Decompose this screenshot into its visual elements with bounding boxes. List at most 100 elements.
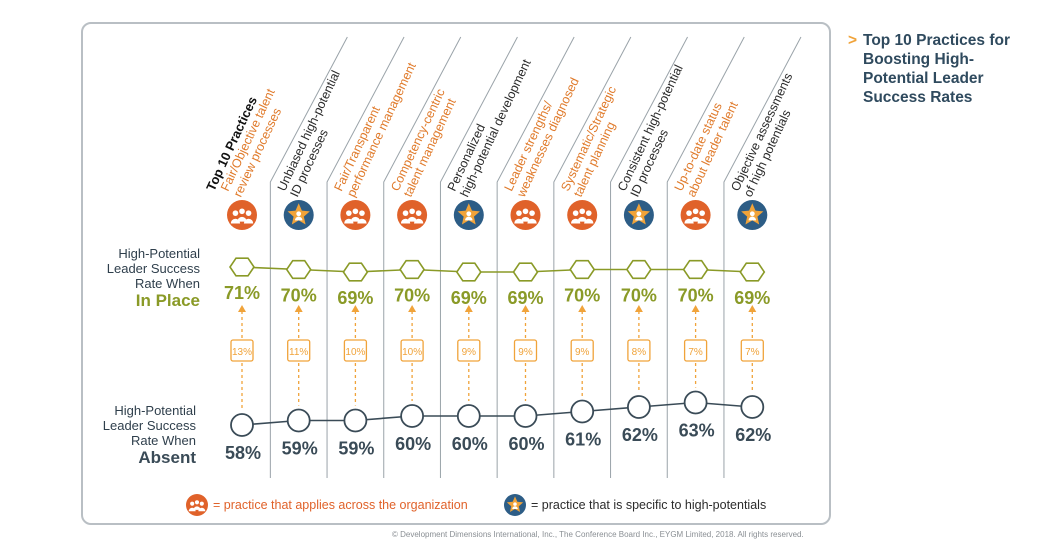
hipo-icon-body — [294, 216, 303, 221]
in-place-value-label: 70% — [394, 286, 430, 306]
absent-value-label: 60% — [395, 434, 431, 454]
org-practice-icon — [510, 200, 541, 230]
org-icon-body — [577, 216, 587, 222]
in-place-value-label: 69% — [451, 288, 487, 308]
absent-value-label: 59% — [282, 439, 318, 459]
absent-value-label: 59% — [338, 439, 374, 459]
in-place-point — [455, 262, 482, 282]
in-place-series-line — [241, 266, 753, 273]
copyright: © Development Dimensions International, … — [392, 530, 804, 539]
org-icon-head — [346, 210, 352, 216]
org-icon-head — [352, 208, 359, 215]
hipo-icon-body — [748, 216, 757, 221]
delta-box — [230, 339, 254, 362]
org-icon-circle — [340, 200, 371, 230]
side-title-text: Top 10 Practices for Boosting High-Poten… — [863, 32, 1011, 106]
absent-point — [740, 395, 765, 419]
hipo-icon-head — [466, 211, 472, 217]
delta-arrowhead — [464, 305, 473, 312]
in-place-point — [682, 259, 709, 280]
org-icon-circle — [186, 494, 208, 516]
hipo-icon-head — [749, 211, 755, 217]
hipo-icon-body — [512, 506, 518, 509]
delta-box — [683, 339, 708, 362]
practice-label: Objective assessmentsof high potentials — [728, 71, 808, 199]
in-place-row-label-emphasis: In Place — [135, 291, 200, 310]
delta-value-label: 9% — [518, 347, 533, 358]
org-practice-icon — [680, 200, 711, 230]
legend-org-icon — [186, 494, 208, 516]
org-icon-body — [697, 218, 707, 224]
absent-value-label: 61% — [565, 430, 601, 450]
in-place-point — [399, 259, 426, 280]
column-divider — [723, 36, 802, 478]
in-place-value-label: 70% — [564, 286, 600, 306]
in-place-point — [512, 262, 539, 282]
absent-value-label: 60% — [508, 434, 544, 454]
absent-point — [627, 395, 651, 419]
delta-value-label: 9% — [575, 347, 590, 358]
org-icon-circle — [680, 200, 711, 230]
absent-value-label: 62% — [735, 425, 771, 445]
absent-point — [456, 404, 481, 428]
in-place-value-label: 69% — [734, 288, 770, 308]
absent-value-label: 58% — [225, 443, 261, 463]
org-icon-circle — [567, 200, 598, 230]
org-icon-head — [692, 208, 699, 215]
hipo-practice-icon — [623, 200, 654, 230]
delta-value-label: 10% — [345, 347, 365, 358]
org-icon-head — [239, 208, 245, 215]
absent-value-label: 60% — [452, 434, 488, 454]
org-practice-icon — [227, 200, 257, 230]
in-place-value-label: 69% — [507, 288, 543, 308]
absent-point — [513, 404, 538, 428]
hipo-practice-icon — [737, 200, 768, 230]
hipo-practice-icon — [453, 200, 484, 230]
hipo-practice-icon — [283, 200, 314, 230]
delta-box — [287, 339, 311, 362]
org-icon-body — [193, 506, 201, 510]
delta-box — [740, 339, 764, 362]
org-icon-head — [686, 210, 692, 216]
absent-row-label-text: High-Potential Leader Success Rate When — [102, 403, 196, 448]
delta-arrowhead — [748, 305, 757, 312]
delta-arrowhead — [351, 305, 360, 312]
in-place-point — [625, 259, 652, 280]
org-icon-head — [194, 500, 200, 505]
delta-arrowhead — [521, 305, 530, 312]
in-place-point — [739, 262, 766, 282]
org-practice-icon — [340, 200, 371, 230]
column-divider — [553, 36, 632, 478]
in-place-value-label: 70% — [281, 286, 317, 306]
org-icon-head — [199, 501, 204, 506]
absent-row-label-emphasis: Absent — [138, 448, 196, 467]
org-icon-circle — [510, 200, 541, 230]
hipo-icon-head — [296, 211, 302, 217]
org-icon-head — [409, 208, 415, 215]
org-icon-head — [232, 210, 239, 216]
delta-box — [400, 339, 424, 362]
absent-value-label: 63% — [679, 421, 715, 441]
hipo-icon-body — [465, 216, 473, 221]
column-divider — [383, 36, 462, 478]
absent-value-label: 62% — [622, 425, 658, 445]
absent-point — [286, 408, 311, 433]
org-icon-head — [579, 208, 586, 215]
delta-value-label: 11% — [289, 347, 308, 358]
org-icon-head — [402, 210, 409, 216]
org-practice-icon — [567, 200, 598, 230]
org-icon-body — [198, 507, 206, 512]
org-icon-body — [243, 218, 254, 224]
in-place-value-label: 70% — [621, 286, 657, 306]
column-divider — [439, 36, 518, 478]
org-icon-body — [690, 216, 701, 222]
delta-arrowhead — [408, 305, 417, 312]
delta-arrowhead — [691, 305, 700, 312]
org-icon-head — [516, 210, 522, 216]
delta-box — [513, 339, 538, 362]
in-place-value-label: 71% — [224, 283, 260, 303]
org-icon-head — [245, 210, 252, 216]
hipo-icon-head — [636, 211, 642, 217]
org-icon-head — [572, 210, 579, 216]
